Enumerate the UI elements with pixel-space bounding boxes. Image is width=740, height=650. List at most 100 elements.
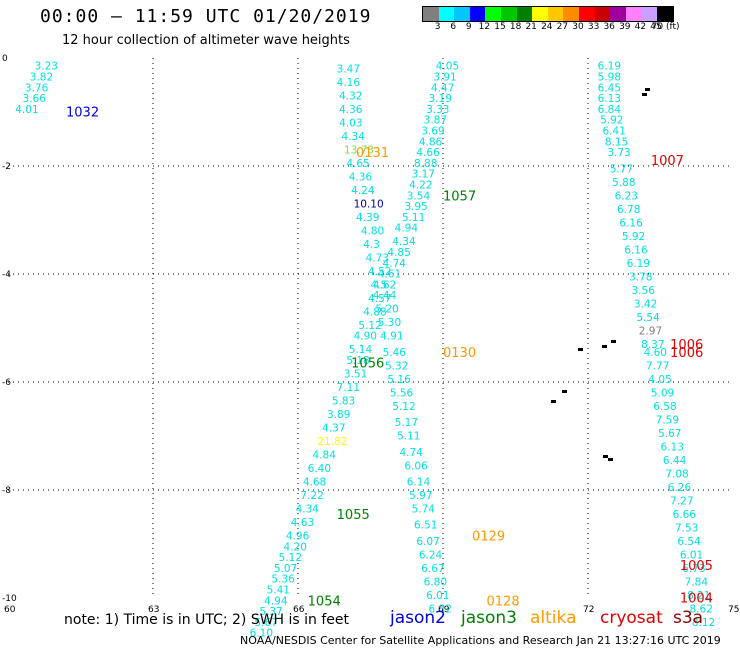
wave-height-value: 5.12	[392, 401, 415, 413]
wave-height-value: 4.39	[356, 212, 379, 224]
wave-height-value: 4.88	[363, 306, 386, 318]
wave-height-value: 6.01	[680, 549, 703, 561]
wave-height-value: 6.58	[653, 401, 676, 413]
legend-jason3: jason3	[461, 608, 517, 628]
wave-height-value: 4.90	[354, 331, 377, 343]
wave-height-value: 3.19	[429, 93, 452, 105]
wave-height-value: 5.97	[409, 490, 432, 502]
color-scale-label: 39	[619, 22, 631, 32]
wave-height-value: 5.14	[349, 344, 373, 356]
wave-height-value: 3.76	[25, 82, 49, 94]
wave-height-value: 4.68	[303, 477, 326, 489]
wave-height-value: 8.88	[414, 158, 437, 170]
wave-height-value: 5.67	[255, 617, 278, 629]
legend-cryosat: cryosat	[600, 608, 663, 628]
wave-height-value: 5.88	[612, 177, 635, 189]
wave-height-value: 4.96	[286, 531, 310, 543]
wave-height-value: 4.03	[339, 117, 362, 129]
pass-time-label: 1055	[337, 508, 370, 523]
color-scale-cell	[625, 7, 642, 21]
wave-height-value: 6.24	[419, 549, 443, 561]
y-tick-label: -8	[2, 486, 11, 496]
legend-altika: altika	[530, 608, 577, 628]
wave-height-value: 6.54	[677, 536, 701, 548]
wave-height-value: 4.66	[416, 147, 440, 159]
wave-height-value: 6.14	[407, 477, 431, 489]
color-scale-label: 9	[465, 22, 472, 32]
wave-height-value: 3.89	[327, 409, 350, 421]
wave-height-value: 4.94	[395, 223, 419, 235]
wave-height-value: 6.19	[627, 258, 650, 270]
color-scale-label: 70 (ft)	[651, 22, 680, 32]
wave-height-value: 4.91	[380, 331, 403, 343]
wave-height-value: 3.47	[337, 63, 360, 75]
pass-time-label: 1005	[680, 559, 713, 574]
wave-height-value: 4.62	[373, 279, 396, 291]
wave-height-value: 5.12	[358, 320, 381, 332]
color-scale-cell	[500, 7, 517, 21]
color-scale-cell	[594, 7, 611, 21]
wave-height-value: 5.11	[402, 212, 425, 224]
wave-height-value: 5.20	[375, 304, 398, 316]
wave-height-value: 4.60	[644, 347, 667, 359]
wave-height-value: 7.53	[675, 522, 698, 534]
wave-height-value: 8.21	[687, 590, 710, 602]
wave-height-value: 4.86	[419, 136, 443, 148]
wave-height-value: 4.47	[431, 82, 454, 94]
wave-height-value: 6.66	[673, 509, 697, 521]
wave-height-value: 5.17	[395, 417, 418, 429]
wave-height-value: 4.52	[368, 266, 391, 278]
wave-height-value: 5.83	[332, 396, 355, 408]
wave-height-value: 7.08	[665, 468, 688, 480]
wave-height-value: 4.63	[291, 517, 314, 529]
wave-height-value: 8.12	[692, 617, 715, 629]
note-text: note: 1) Time is in UTC; 2) SWH is in fe…	[64, 612, 350, 628]
wave-height-value: 21.82	[317, 436, 347, 448]
wave-height-value: 5.98	[598, 72, 621, 84]
wave-height-value: 8.15	[605, 136, 628, 148]
pass-time-label: 1006	[670, 346, 703, 361]
wave-height-value: 6.84	[598, 104, 622, 116]
color-scale-label: 15	[494, 22, 506, 32]
wave-height-value: 5.09	[651, 387, 674, 399]
wave-height-value: 6.78	[617, 204, 640, 216]
coastline-mark	[578, 348, 583, 351]
wave-height-value: 3.87	[424, 115, 447, 127]
wave-height-value: 5.07	[274, 563, 297, 575]
wave-height-value: 5.30	[378, 317, 401, 329]
wave-height-value: 5.18	[346, 355, 369, 367]
wave-height-value: 5.11	[397, 431, 420, 443]
pass-time-label: 1004	[680, 592, 713, 607]
coastline-mark	[602, 345, 607, 348]
wave-height-value: 6.13	[598, 93, 621, 105]
wave-height-value: 6.40	[308, 463, 331, 475]
wave-height-value: 4.36	[349, 171, 373, 183]
wave-height-value: 5.12	[279, 552, 302, 564]
color-scale-label: 27	[556, 22, 569, 32]
wave-height-value: 4.05	[648, 374, 671, 386]
wave-height-value: 7.22	[300, 490, 323, 502]
color-scale-cell	[516, 7, 533, 21]
legend-jason2: jason2	[390, 608, 446, 628]
wave-height-value: 4.34	[392, 236, 416, 248]
wave-height-value: 3.56	[632, 285, 656, 297]
y-tick-label: -4	[2, 270, 11, 280]
wave-height-value: 6.73	[682, 563, 705, 575]
wave-height-value: 7.59	[656, 414, 679, 426]
color-scale-cell	[547, 7, 564, 21]
wave-height-value: 3.73	[607, 147, 630, 159]
wave-height-value: 4.44	[373, 290, 397, 302]
x-tick-label: 69	[438, 605, 450, 615]
wave-height-value: 3.23	[35, 61, 58, 73]
wave-height-value: 5.46	[383, 347, 407, 359]
wave-height-value: 5.67	[658, 428, 681, 440]
pass-time-label: 1032	[66, 106, 99, 121]
wave-height-value: 6.13	[661, 441, 684, 453]
color-scale-cell	[438, 7, 455, 21]
wave-height-value: 6.06	[404, 460, 428, 472]
wave-height-value: 4.34	[342, 131, 366, 143]
wave-height-value: 4.36	[339, 104, 363, 116]
coastline-mark	[603, 455, 608, 458]
wave-height-value: 4.84	[313, 450, 337, 462]
